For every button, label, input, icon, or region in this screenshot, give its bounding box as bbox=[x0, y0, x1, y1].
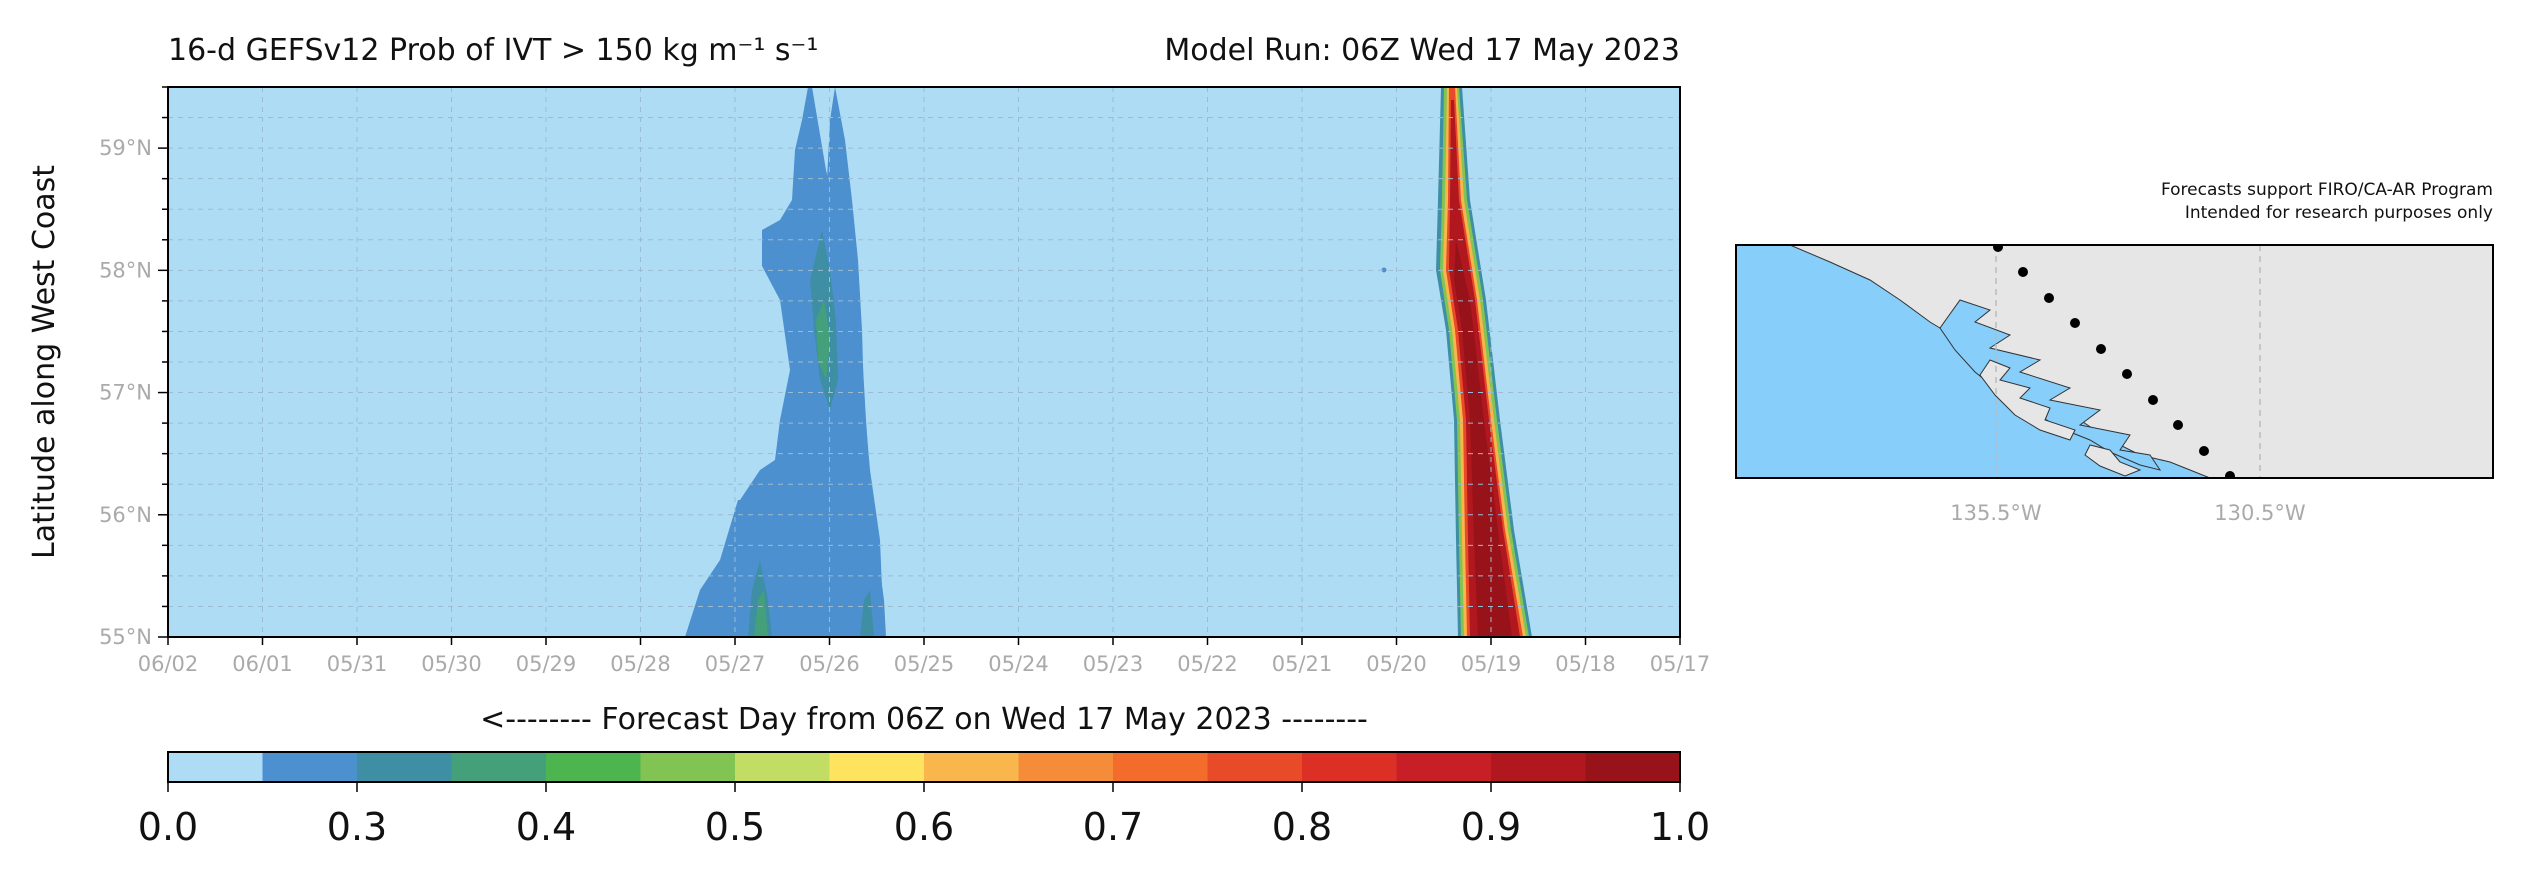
chart-title: 16-d GEFSv12 Prob of IVT > 150 kg m⁻¹ s⁻… bbox=[168, 33, 818, 68]
colorbar-tick-label: 0.6 bbox=[894, 805, 954, 849]
colorbar-segment bbox=[451, 752, 547, 782]
y-tick-label: 58°N bbox=[99, 258, 152, 282]
station-dot bbox=[2148, 395, 2158, 405]
x-tick-label: 05/30 bbox=[421, 652, 482, 676]
map-frame bbox=[1735, 244, 2494, 479]
y-tick-label: 55°N bbox=[99, 625, 152, 649]
x-tick-label: 05/24 bbox=[988, 652, 1049, 676]
weak-band-core-4 bbox=[754, 590, 768, 637]
station-dot bbox=[2173, 420, 2183, 430]
colorbar-tick-label: 0.9 bbox=[1461, 805, 1521, 849]
x-axis-label: <-------- Forecast Day from 06Z on Wed 1… bbox=[480, 702, 1368, 737]
map-islands bbox=[1979, 359, 2076, 441]
station-dot bbox=[2070, 318, 2080, 328]
map-stations bbox=[1993, 245, 2235, 478]
colorbar-tick-label: 0.0 bbox=[138, 805, 198, 849]
x-tick-label: 05/26 bbox=[799, 652, 860, 676]
station-dot bbox=[2199, 446, 2209, 456]
y-axis: 55°N 56°N 57°N 58°N 59°N bbox=[99, 86, 168, 649]
map-tick-135w: 135.5°W bbox=[1950, 501, 2042, 525]
colorbar-segment bbox=[1113, 752, 1208, 782]
x-tick-label: 05/31 bbox=[327, 652, 388, 676]
x-tick-label: 05/21 bbox=[1272, 652, 1333, 676]
map-islands-2 bbox=[2084, 444, 2142, 477]
chart-subtitle: Model Run: 06Z Wed 17 May 2023 bbox=[1164, 33, 1680, 68]
x-tick-label: 05/23 bbox=[1083, 652, 1144, 676]
colorbar-segment bbox=[640, 752, 736, 782]
x-tick-label: 05/28 bbox=[610, 652, 671, 676]
colorbar-tick-label: 0.5 bbox=[705, 805, 765, 849]
x-tick-label: 05/27 bbox=[705, 652, 766, 676]
note-line-1: Forecasts support FIRO/CA-AR Program bbox=[2161, 180, 2493, 200]
colorbar-segment bbox=[1491, 752, 1586, 782]
colorbar-segment bbox=[924, 752, 1019, 782]
colorbar-segment bbox=[546, 752, 641, 782]
y-tick-label: 57°N bbox=[99, 381, 152, 405]
isolated-point bbox=[1381, 267, 1387, 273]
colorbar-segment bbox=[829, 752, 925, 782]
ar-band-p75 bbox=[1446, 87, 1523, 637]
colorbar-segment bbox=[1585, 752, 1681, 782]
colorbar-tick-label: 0.3 bbox=[327, 805, 387, 849]
x-axis: 06/02 06/01 05/31 05/30 05/29 05/28 05/27 05/26… bbox=[138, 637, 1711, 676]
station-dot bbox=[2096, 344, 2106, 354]
x-tick-label: 05/22 bbox=[1177, 652, 1238, 676]
station-dot bbox=[2225, 471, 2235, 478]
colorbar-segment bbox=[1302, 752, 1397, 782]
station-dot bbox=[2044, 293, 2054, 303]
y-tick-label: 56°N bbox=[99, 503, 152, 527]
station-dot bbox=[1993, 245, 2003, 252]
x-tick-label: 05/18 bbox=[1555, 652, 1616, 676]
x-tick-label: 06/01 bbox=[232, 652, 293, 676]
inset-map: 135.5°W 130.5°W bbox=[1735, 244, 2494, 525]
x-tick-label: 05/17 bbox=[1650, 652, 1711, 676]
x-tick-label: 05/29 bbox=[516, 652, 577, 676]
colorbar-tick-label: 0.7 bbox=[1083, 805, 1143, 849]
x-tick-label: 05/25 bbox=[894, 652, 955, 676]
y-axis-label: Latitude along West Coast bbox=[27, 165, 62, 559]
station-dot bbox=[2122, 369, 2132, 379]
note-line-2: Intended for research purposes only bbox=[2185, 203, 2493, 223]
map-tick-130w: 130.5°W bbox=[2214, 501, 2306, 525]
x-tick-label: 06/02 bbox=[138, 652, 199, 676]
colorbar-segment bbox=[357, 752, 452, 782]
colorbar-tick-label: 0.4 bbox=[516, 805, 576, 849]
weak-band-core-2 bbox=[816, 300, 830, 380]
x-tick-label: 05/19 bbox=[1461, 652, 1522, 676]
colorbar-tick-label: 1.0 bbox=[1650, 805, 1710, 849]
colorbar-segment bbox=[735, 752, 830, 782]
colorbar-segment bbox=[168, 752, 263, 782]
colorbar-segment bbox=[1018, 752, 1114, 782]
y-tick-label: 59°N bbox=[99, 136, 152, 160]
x-tick-label: 05/20 bbox=[1366, 652, 1427, 676]
plot-area: 06/02 06/01 05/31 05/30 05/29 05/28 05/27 05/26… bbox=[99, 86, 1711, 676]
colorbar-segment bbox=[1207, 752, 1303, 782]
weak-band-core-5 bbox=[860, 590, 874, 637]
colorbar-segment bbox=[262, 752, 358, 782]
station-dot bbox=[2018, 267, 2028, 277]
colorbar-tick-label: 0.8 bbox=[1272, 805, 1332, 849]
colorbar-segment bbox=[1396, 752, 1492, 782]
ar-band-core bbox=[1454, 240, 1512, 637]
colorbar: 0.0 0.3 0.4 0.5 0.6 0.7 0.8 0.9 1.0 bbox=[138, 751, 1710, 849]
